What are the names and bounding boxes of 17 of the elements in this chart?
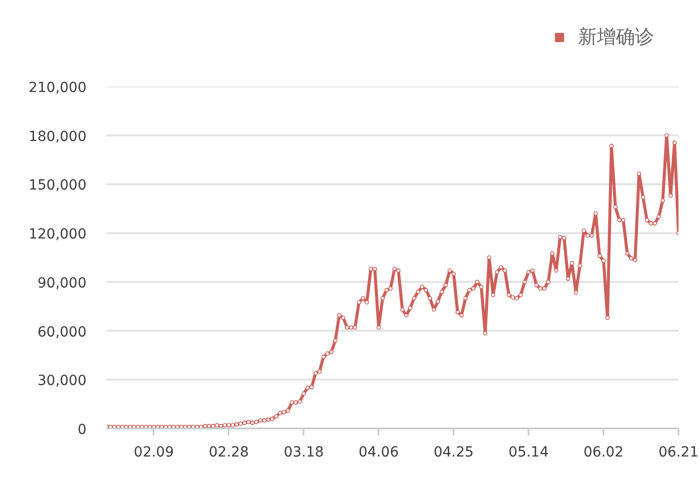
x-tick-label: 06.02 — [584, 444, 624, 460]
x-tick-label: 04.06 — [358, 444, 399, 460]
y-tick-label: 90,000 — [38, 275, 87, 292]
y-tick-label: 0 — [78, 422, 87, 438]
y-tick-label: 210,000 — [28, 80, 87, 96]
y-tick-label: 150,000 — [28, 178, 87, 194]
x-tick-label: 06.21 — [658, 444, 699, 460]
x-tick-label: 03.18 — [284, 444, 324, 460]
legend-label: 新增确诊 — [578, 25, 654, 50]
x-tick-label: 05.14 — [508, 444, 549, 460]
y-tick-label: 120,000 — [28, 226, 87, 243]
x-tick-label: 02.28 — [208, 444, 249, 460]
x-tick-label: 02.09 — [134, 444, 174, 460]
y-tick-label: 60,000 — [38, 324, 87, 340]
y-tick-label: 180,000 — [28, 128, 87, 145]
x-tick-label: 04.25 — [434, 444, 474, 460]
y-tick-label: 30,000 — [38, 373, 87, 390]
